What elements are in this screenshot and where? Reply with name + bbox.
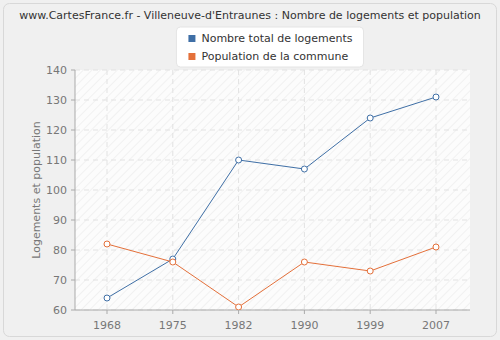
y-tick-label: 140	[46, 64, 67, 77]
grid-line-x	[172, 70, 173, 310]
grid-line	[75, 70, 470, 71]
y-tick	[71, 70, 75, 71]
series-line	[107, 97, 436, 298]
legend-label: Nombre total de logements	[201, 32, 352, 45]
legend-label: Population de la commune	[201, 50, 348, 63]
y-tick	[71, 160, 75, 161]
x-tick	[370, 310, 371, 314]
x-tick-label: 1990	[290, 319, 318, 332]
y-tick	[71, 190, 75, 191]
grid-line	[75, 250, 470, 251]
series-marker	[433, 244, 439, 250]
x-tick-label: 1968	[93, 319, 121, 332]
series-marker	[301, 166, 307, 172]
x-tick-label: 1975	[159, 319, 187, 332]
grid-line	[75, 130, 470, 131]
grid-line-x	[107, 70, 108, 310]
series-marker	[367, 268, 373, 274]
y-tick-label: 90	[53, 214, 67, 227]
frame	[4, 4, 497, 337]
grid-line	[75, 280, 470, 281]
grid-line-x	[304, 70, 305, 310]
x-axis	[75, 310, 470, 311]
x-tick-label: 1999	[356, 319, 384, 332]
x-tick	[436, 310, 437, 314]
grid-line	[75, 100, 470, 101]
series-marker	[236, 304, 242, 310]
y-tick	[71, 280, 75, 281]
series-line	[107, 244, 436, 307]
chart-root: 60 70 80 90 100 110 120 130 140 1968 1975 1982 1990 1…	[0, 0, 500, 340]
grid-line	[75, 310, 470, 311]
y-tick	[71, 310, 75, 311]
y-tick	[71, 130, 75, 131]
y-tick-label: 100	[46, 184, 67, 197]
title: www.CartesFrance.fr - Villeneuve-d'Entra…	[19, 9, 481, 22]
plot-hatch	[75, 70, 470, 310]
x-tick	[238, 310, 239, 314]
background	[0, 0, 500, 340]
x-tick	[172, 310, 173, 314]
y-tick-label: 130	[46, 94, 67, 107]
y-tick-label: 80	[53, 244, 67, 257]
y-tick-label: 120	[46, 124, 67, 137]
y-axis-label: Logements et population	[30, 121, 43, 259]
y-tick	[71, 220, 75, 221]
x-tick-label: 1982	[225, 319, 253, 332]
chart: 60 70 80 90 100 110 120 130 140 1968 1975 1982 1990 1…	[0, 0, 500, 340]
x-tick	[107, 310, 108, 314]
y-tick-label: 110	[46, 154, 67, 167]
y-axis	[75, 70, 76, 310]
x-tick-label: 2007	[422, 319, 450, 332]
y-tick	[71, 100, 75, 101]
series-marker	[104, 295, 110, 301]
series-marker	[236, 157, 242, 163]
y-tick	[71, 250, 75, 251]
grid-line	[75, 190, 470, 191]
series-marker	[301, 259, 307, 265]
legend-swatch	[188, 53, 195, 60]
grid-line	[75, 160, 470, 161]
series-group	[104, 94, 439, 310]
grid-line-x	[238, 70, 239, 310]
series-marker	[170, 259, 176, 265]
grid-line-x	[436, 70, 437, 310]
series-marker	[433, 94, 439, 100]
y-tick-label: 70	[53, 274, 67, 287]
legend-box	[176, 27, 363, 67]
grid-line	[75, 220, 470, 221]
plot-area	[75, 70, 470, 310]
y-tick-label: 60	[53, 304, 67, 317]
x-tick	[304, 310, 305, 314]
series-marker	[367, 115, 373, 121]
legend: Nombre total de logements Population de l…	[176, 27, 363, 67]
series-marker	[104, 241, 110, 247]
legend-swatch	[188, 35, 195, 42]
